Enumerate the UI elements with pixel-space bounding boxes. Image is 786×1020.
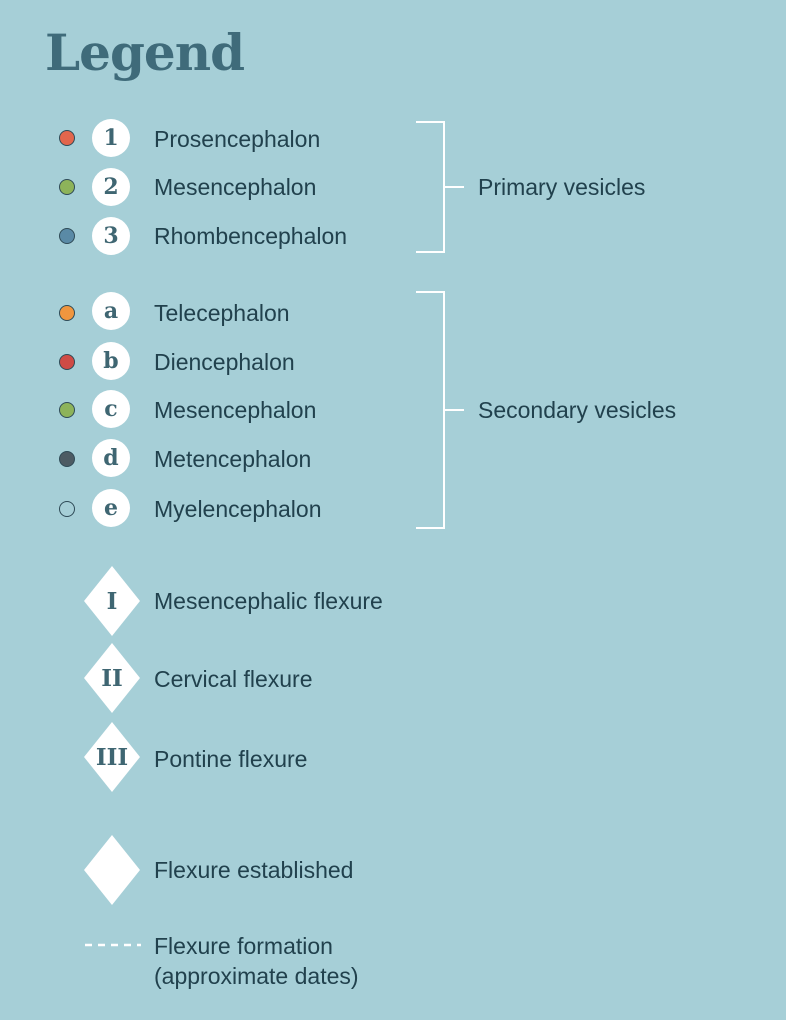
marker-badge: 1 [92,119,130,157]
legend-item-label: Rhombencephalon [154,223,348,249]
flexure-diamond-icon: II [84,643,140,713]
color-swatch [59,305,75,321]
color-swatch [59,130,75,146]
dashed-line-icon [85,943,141,947]
established-label: Flexure established [154,857,354,883]
legend-item-label: Mesencephalon [154,397,317,423]
marker-badge: d [92,439,130,477]
formation-label-line2: (approximate dates) [154,963,359,989]
flexure-diamond-icon: III [84,722,140,792]
legend-item-label: Metencephalon [154,446,312,472]
color-swatch [59,501,75,517]
marker-badge: e [92,489,130,527]
marker-badge: 2 [92,168,130,206]
flexure-marker: II [101,664,123,692]
legend-item-label: Diencephalon [154,349,295,375]
marker-badge: c [92,390,130,428]
legend-item-label: Myelencephalon [154,496,322,522]
flexure-marker: III [95,743,129,771]
color-swatch [59,451,75,467]
legend-title: Legend [45,23,245,82]
formation-label: Flexure formation (approximate dates) [154,931,359,991]
primary-bracket [416,121,464,253]
legend-item-label: Mesencephalon [154,174,317,200]
marker-badge: 3 [92,217,130,255]
secondary-vesicles-label: Secondary vesicles [478,397,677,423]
marker-badge: a [92,292,130,330]
formation-label-line1: Flexure formation [154,933,333,959]
secondary-bracket [416,291,464,529]
color-swatch [59,402,75,418]
color-swatch [59,228,75,244]
legend-item-label: Telecephalon [154,300,290,326]
flexure-label: Pontine flexure [154,746,308,772]
marker-badge: b [92,342,130,380]
color-swatch [59,179,75,195]
flexure-diamond-icon: I [84,566,140,636]
flexure-label: Cervical flexure [154,666,313,692]
primary-vesicles-label: Primary vesicles [478,174,646,200]
flexure-marker: I [106,587,118,615]
established-diamond-icon [84,835,140,905]
color-swatch [59,354,75,370]
flexure-label: Mesencephalic flexure [154,588,383,614]
legend-item-label: Prosencephalon [154,126,321,152]
